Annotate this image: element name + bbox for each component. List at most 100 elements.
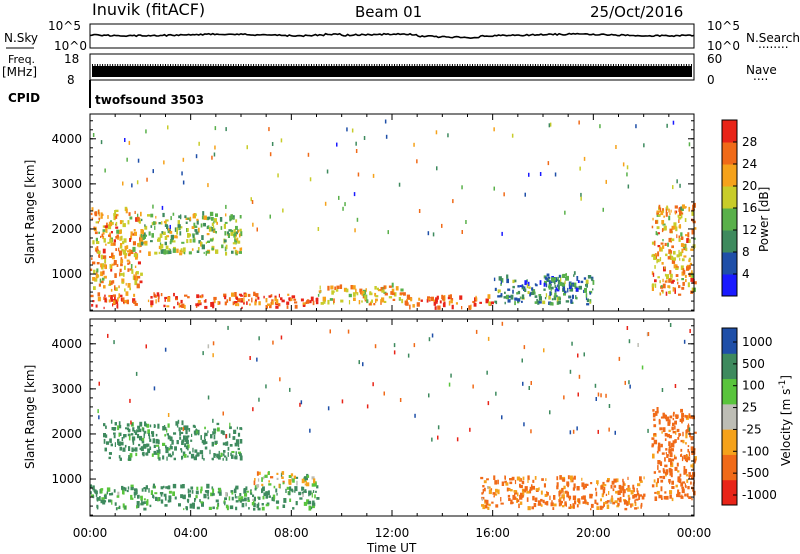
data-cell bbox=[261, 503, 264, 506]
data-cell bbox=[217, 427, 220, 432]
power-cbar-tick-label: 4 bbox=[742, 267, 750, 281]
data-speckle bbox=[336, 142, 338, 147]
data-cell bbox=[233, 429, 237, 434]
data-cell bbox=[238, 251, 242, 254]
data-cell bbox=[150, 490, 153, 495]
data-cell bbox=[667, 285, 670, 288]
data-cell bbox=[535, 488, 539, 491]
nave-tick-low: 0 bbox=[707, 73, 715, 87]
data-cell bbox=[308, 505, 312, 511]
data-cell bbox=[498, 276, 502, 281]
data-cell bbox=[96, 504, 99, 508]
data-cell bbox=[384, 292, 388, 296]
data-cell bbox=[249, 303, 251, 306]
data-cell bbox=[678, 238, 681, 242]
data-cell bbox=[205, 432, 208, 437]
data-cell bbox=[251, 297, 253, 303]
data-cell bbox=[687, 486, 690, 490]
data-speckle bbox=[135, 371, 138, 376]
freq-label-2: [MHz] bbox=[2, 65, 37, 79]
data-cell bbox=[317, 293, 320, 297]
data-cell bbox=[222, 442, 226, 446]
data-cell bbox=[273, 485, 276, 489]
data-cell bbox=[104, 294, 106, 297]
data-cell bbox=[261, 477, 263, 482]
data-cell bbox=[549, 495, 551, 501]
data-cell bbox=[113, 300, 116, 305]
data-cell bbox=[132, 241, 136, 246]
data-speckle bbox=[182, 180, 185, 185]
data-cell bbox=[433, 299, 435, 302]
data-cell bbox=[166, 224, 169, 229]
data-cell bbox=[160, 293, 163, 297]
data-cell bbox=[95, 226, 97, 230]
data-cell bbox=[500, 497, 502, 502]
data-cell bbox=[181, 455, 184, 459]
data-cell bbox=[272, 494, 276, 500]
data-speckle bbox=[357, 172, 360, 177]
data-cell bbox=[603, 501, 607, 505]
data-cell bbox=[112, 294, 116, 297]
search-legend: ........ bbox=[758, 37, 789, 51]
data-cell bbox=[102, 270, 105, 275]
data-cell bbox=[150, 300, 154, 306]
data-cell bbox=[637, 490, 639, 496]
data-cell bbox=[668, 249, 671, 254]
data-cell bbox=[678, 495, 681, 498]
data-cell bbox=[618, 484, 622, 489]
data-cell bbox=[141, 437, 145, 442]
data-cell bbox=[447, 296, 451, 300]
data-cell bbox=[493, 277, 496, 282]
data-cell bbox=[239, 427, 242, 430]
data-cell bbox=[115, 209, 119, 212]
data-cell bbox=[194, 225, 198, 228]
data-cell bbox=[203, 251, 205, 254]
data-cell bbox=[566, 494, 570, 498]
data-cell bbox=[169, 240, 172, 245]
data-cell bbox=[557, 296, 561, 301]
data-cell bbox=[565, 503, 567, 507]
data-cell bbox=[582, 501, 585, 504]
data-cell bbox=[651, 484, 655, 488]
data-cell bbox=[91, 304, 94, 307]
data-cell bbox=[184, 215, 187, 219]
data-cell bbox=[146, 423, 150, 428]
data-cell bbox=[201, 454, 204, 460]
data-cell bbox=[655, 411, 658, 416]
y-tick-label: 4000 bbox=[51, 132, 82, 146]
data-cell bbox=[248, 507, 250, 510]
data-speckle bbox=[629, 384, 631, 389]
data-cell bbox=[101, 266, 104, 270]
data-cell bbox=[159, 242, 162, 246]
data-cell bbox=[200, 223, 203, 228]
data-cell bbox=[531, 291, 535, 295]
data-cell bbox=[517, 300, 520, 304]
data-cell bbox=[126, 259, 130, 262]
data-cell bbox=[98, 253, 101, 258]
data-cell bbox=[658, 418, 661, 423]
data-cell bbox=[178, 215, 182, 219]
data-cell bbox=[121, 487, 124, 491]
data-cell bbox=[319, 285, 321, 290]
data-cell bbox=[690, 248, 694, 251]
data-cell bbox=[304, 483, 306, 486]
data-cell bbox=[581, 482, 585, 487]
data-cell bbox=[140, 211, 142, 217]
data-cell bbox=[569, 495, 572, 500]
data-cell bbox=[131, 497, 134, 500]
power-cbar-tick-label: 12 bbox=[742, 223, 757, 237]
data-speckle bbox=[280, 138, 283, 143]
data-cell bbox=[537, 300, 540, 305]
data-cell bbox=[294, 301, 298, 304]
data-cell bbox=[470, 304, 472, 310]
data-cell bbox=[137, 496, 140, 499]
data-cell bbox=[573, 274, 575, 277]
data-cell bbox=[209, 449, 211, 455]
data-cell bbox=[450, 299, 453, 304]
data-cell bbox=[250, 492, 253, 495]
data-cell bbox=[495, 504, 499, 508]
data-cell bbox=[134, 431, 138, 435]
data-cell bbox=[528, 286, 531, 289]
data-cell bbox=[288, 479, 292, 484]
data-speckle bbox=[256, 357, 258, 362]
